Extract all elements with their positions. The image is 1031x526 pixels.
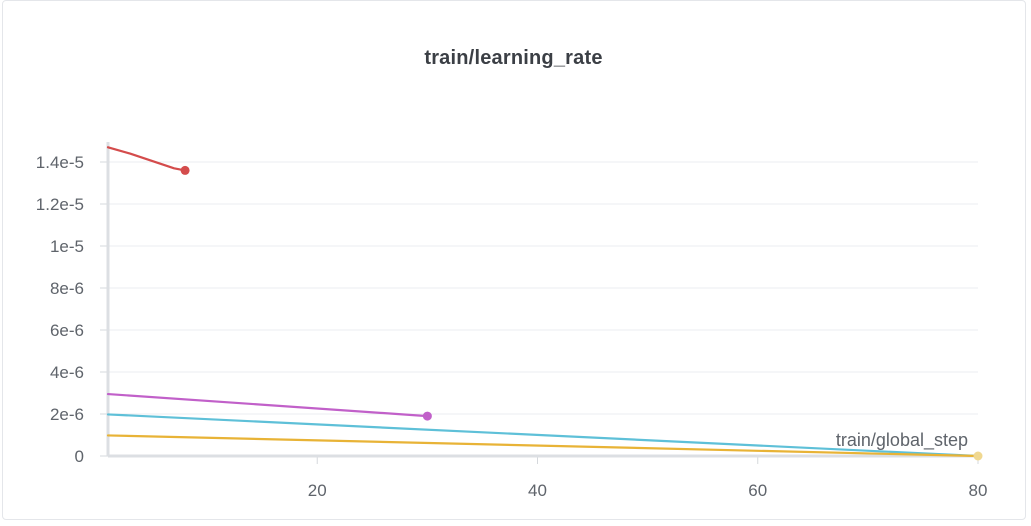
grid-lines [108, 161, 978, 415]
x-tick-label: 20 [308, 481, 327, 500]
series-line-3 [106, 413, 980, 458]
series-line-2 [106, 392, 429, 418]
y-tick-label: 4e-6 [50, 363, 84, 382]
x-axis-label: train/global_step [836, 430, 968, 451]
x-tick-label: 40 [528, 481, 547, 500]
y-tick-label: 2e-6 [50, 405, 84, 424]
axis-labels: 0 2e-6 4e-6 6e-6 8e-6 1e-5 1.2e-5 1.4e-5 20 40 60 8… [36, 153, 988, 500]
y-tick-label: 8e-6 [50, 279, 84, 298]
y-tick-label: 6e-6 [50, 321, 84, 340]
x-tick-label: 80 [969, 481, 988, 500]
series-line-4 [106, 434, 980, 458]
y-tick-label: 0 [75, 447, 84, 466]
axes [100, 142, 979, 464]
chart-title: train/learning_rate [424, 47, 603, 69]
series-end-marker-2 [422, 411, 432, 421]
y-tick-label: 1.4e-5 [36, 153, 84, 172]
series-end-marker-4 [973, 451, 983, 461]
series-line-1 [106, 146, 187, 172]
series-end-marker-1 [180, 165, 190, 175]
x-tick-label: 60 [748, 481, 767, 500]
y-tick-label: 1.2e-5 [36, 195, 84, 214]
series-lines [106, 146, 983, 461]
y-tick-label: 1e-5 [50, 237, 84, 256]
